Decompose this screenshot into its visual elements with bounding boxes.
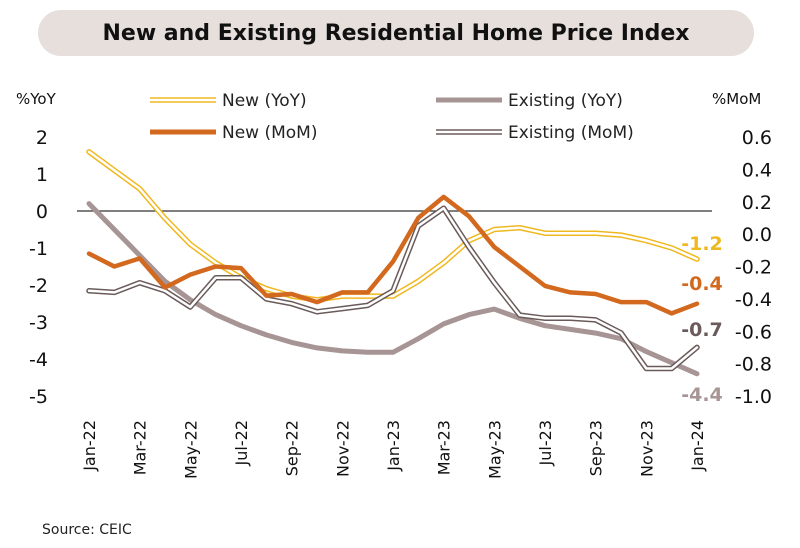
- series-line-new-mom: [86, 194, 700, 316]
- x-tick-label: Mar-23: [435, 420, 454, 475]
- y-tick-left: 0: [36, 201, 48, 223]
- x-tick-label: Sep-23: [587, 420, 606, 476]
- x-tick-label: Sep-22: [283, 420, 302, 476]
- y-tick-left: -5: [29, 386, 48, 408]
- legend-label-existing-yoy: Existing (YoY): [508, 91, 623, 111]
- legend-label-new-yoy: New (YoY): [222, 91, 307, 111]
- y-tick-right: 0.6: [742, 127, 772, 149]
- series-line-inner-existing-mom: [87, 206, 699, 370]
- y-tick-left: -3: [29, 312, 48, 334]
- end-value-label: -0.7: [681, 319, 723, 341]
- x-tick-label: Nov-23: [637, 420, 656, 477]
- y-axis-left-title: %YoY: [16, 90, 57, 108]
- chart-title-bar: New and Existing Residential Home Price …: [38, 10, 754, 56]
- source-note: Source: CEIC: [42, 522, 132, 538]
- end-value-label: -0.4: [681, 273, 723, 295]
- x-tick-label: May-23: [485, 420, 504, 479]
- series-line-inner-new-yoy: [87, 150, 699, 302]
- legend-label-new-mom: New (MoM): [222, 123, 317, 143]
- y-tick-left: -2: [29, 275, 48, 297]
- y-tick-right: -0.8: [735, 354, 772, 376]
- y-axis-right-title: %MoM: [712, 90, 761, 108]
- x-tick-label: May-22: [181, 420, 200, 479]
- y-tick-right: 0.2: [742, 192, 772, 214]
- y-tick-right: -0.6: [735, 321, 772, 343]
- end-value-label: -4.4: [681, 384, 723, 406]
- x-tick-label: Jan-22: [80, 420, 99, 472]
- y-tick-right: -1.0: [735, 386, 772, 408]
- y-tick-right: -0.2: [735, 257, 772, 279]
- end-value-label: -1.2: [681, 233, 723, 255]
- y-tick-left: -1: [29, 238, 48, 260]
- x-tick-label: Nov-22: [333, 420, 352, 477]
- y-tick-left: -4: [29, 349, 48, 371]
- x-tick-label: Mar-22: [131, 420, 150, 475]
- y-tick-right: -0.4: [735, 289, 772, 311]
- y-tick-right: 0.4: [742, 159, 772, 181]
- y-tick-left: 2: [36, 127, 48, 149]
- x-tick-label: Jan-23: [384, 420, 403, 472]
- chart-title: New and Existing Residential Home Price …: [102, 20, 690, 46]
- y-tick-right: 0.0: [742, 224, 772, 246]
- x-tick-label: Jul-22: [232, 420, 251, 466]
- x-tick-label: Jul-23: [536, 420, 555, 466]
- series-line-existing-yoy: [86, 201, 700, 377]
- x-tick-label: Jan-24: [688, 420, 707, 472]
- legend-label-existing-mom: Existing (MoM): [508, 123, 634, 143]
- y-tick-left: 1: [36, 164, 48, 186]
